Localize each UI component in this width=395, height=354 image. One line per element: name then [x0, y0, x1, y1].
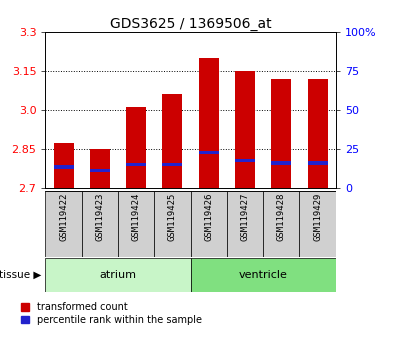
- Bar: [199, 151, 219, 154]
- Text: atrium: atrium: [100, 270, 137, 280]
- Text: GSM119424: GSM119424: [132, 193, 141, 241]
- Bar: [162, 94, 182, 188]
- Bar: [227, 191, 263, 257]
- Bar: [82, 191, 118, 257]
- Bar: [126, 107, 146, 188]
- Text: GSM119425: GSM119425: [168, 193, 177, 241]
- Bar: [263, 191, 299, 257]
- Text: GSM119422: GSM119422: [59, 193, 68, 241]
- Bar: [162, 162, 182, 166]
- Text: GSM119423: GSM119423: [95, 193, 104, 241]
- Bar: [308, 161, 327, 165]
- Bar: [299, 191, 336, 257]
- Text: GSM119429: GSM119429: [313, 193, 322, 241]
- Bar: [235, 71, 255, 188]
- Bar: [45, 258, 190, 292]
- Bar: [190, 258, 336, 292]
- Bar: [154, 191, 191, 257]
- Bar: [126, 162, 146, 166]
- Text: tissue ▶: tissue ▶: [0, 270, 42, 280]
- Bar: [54, 143, 73, 188]
- Bar: [54, 165, 73, 169]
- Bar: [235, 159, 255, 162]
- Text: GSM119426: GSM119426: [204, 193, 213, 241]
- Bar: [271, 79, 291, 188]
- Bar: [190, 191, 227, 257]
- Bar: [90, 149, 110, 188]
- Bar: [90, 169, 110, 172]
- Text: ventricle: ventricle: [239, 270, 288, 280]
- Text: GSM119427: GSM119427: [241, 193, 250, 241]
- Legend: transformed count, percentile rank within the sample: transformed count, percentile rank withi…: [21, 302, 202, 325]
- Text: GSM119428: GSM119428: [277, 193, 286, 241]
- Bar: [199, 58, 219, 188]
- Bar: [271, 161, 291, 165]
- Bar: [308, 79, 327, 188]
- Bar: [118, 191, 154, 257]
- Title: GDS3625 / 1369506_at: GDS3625 / 1369506_at: [110, 17, 271, 31]
- Bar: [45, 191, 82, 257]
